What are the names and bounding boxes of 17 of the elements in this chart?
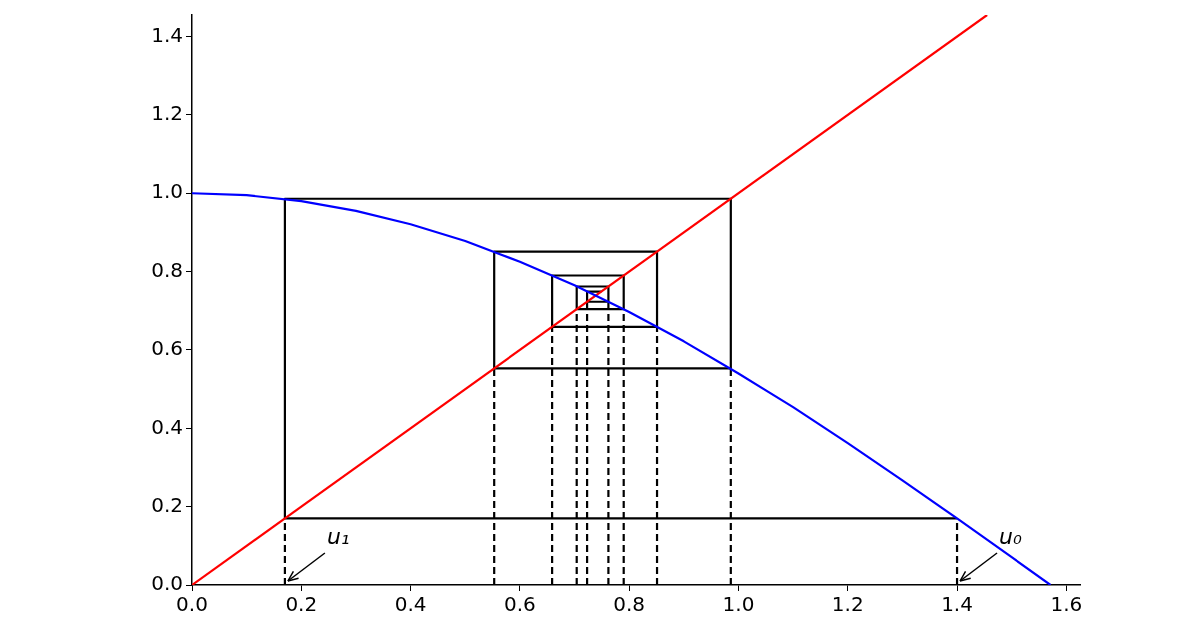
x-tick-label: 1.0 <box>722 592 755 617</box>
annotation: u₁ <box>326 523 350 549</box>
x-tick-label: 0.4 <box>394 592 427 617</box>
x-tick-label: 1.6 <box>1050 592 1083 617</box>
x-tick-label: 0.6 <box>503 592 536 617</box>
x-tick-label: 1.4 <box>941 592 973 617</box>
x-tick-label: 0.8 <box>613 592 646 617</box>
x-tick-label: 0.2 <box>285 592 318 617</box>
y-tick-label: 0.6 <box>151 336 183 361</box>
x-tick-label: 1.2 <box>831 592 864 617</box>
y-tick-label: 0.4 <box>151 414 183 439</box>
y-tick-label: 0.2 <box>151 492 183 517</box>
y-tick-label: 1.4 <box>151 22 183 47</box>
y-tick-label: 1.2 <box>151 101 183 126</box>
y-tick-label: 1.0 <box>151 179 183 204</box>
y-tick-label: 0.8 <box>151 257 183 282</box>
annotation: u₀ <box>999 523 1022 549</box>
